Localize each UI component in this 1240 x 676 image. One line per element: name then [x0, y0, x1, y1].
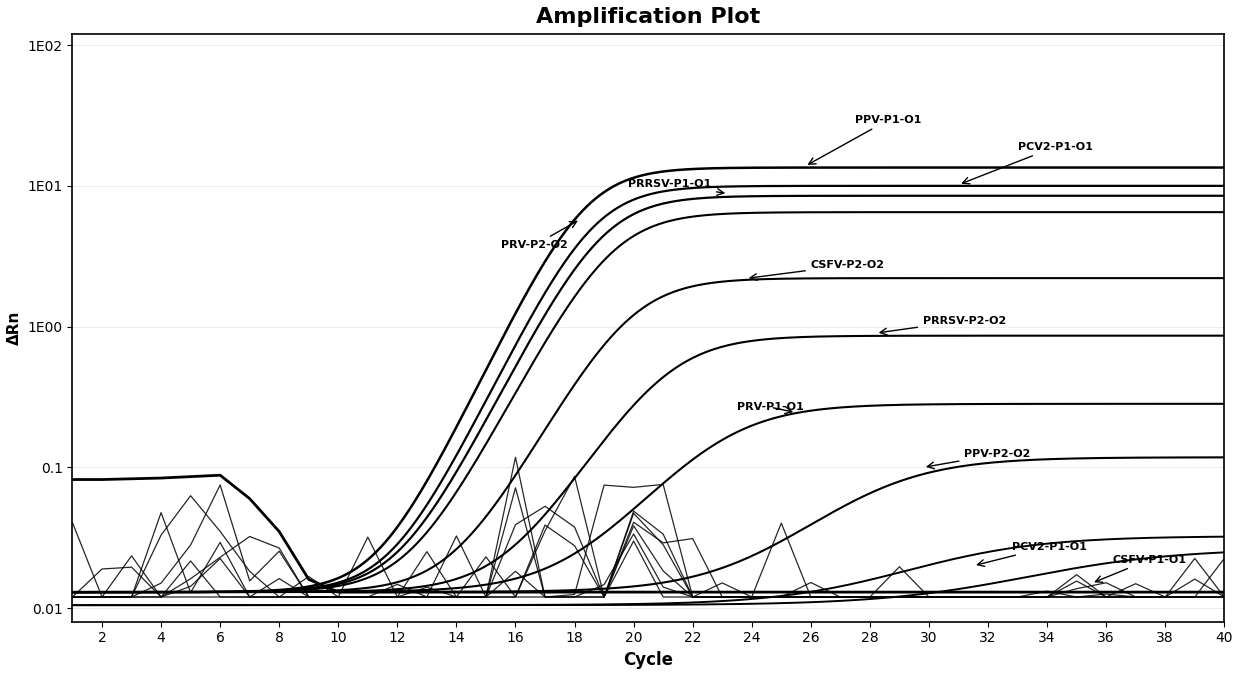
- X-axis label: Cycle: Cycle: [624, 651, 673, 669]
- Text: PRV-P1-O1: PRV-P1-O1: [737, 402, 804, 414]
- Text: PCV2-P1-O1: PCV2-P1-O1: [977, 541, 1086, 566]
- Text: PPV-P2-O2: PPV-P2-O2: [928, 450, 1030, 468]
- Text: CSFV-P1-O1: CSFV-P1-O1: [1095, 555, 1187, 582]
- Text: PRV-P2-O2: PRV-P2-O2: [501, 221, 577, 250]
- Text: PRRSV-P2-O2: PRRSV-P2-O2: [880, 316, 1007, 335]
- Text: PPV-P1-O1: PPV-P1-O1: [808, 115, 921, 164]
- Text: PCV2-P1-O1: PCV2-P1-O1: [962, 142, 1092, 184]
- Text: PRRSV-P1-O1: PRRSV-P1-O1: [627, 179, 724, 195]
- Y-axis label: ΔRn: ΔRn: [7, 311, 22, 345]
- Title: Amplification Plot: Amplification Plot: [536, 7, 760, 27]
- Text: CSFV-P2-O2: CSFV-P2-O2: [750, 260, 885, 281]
